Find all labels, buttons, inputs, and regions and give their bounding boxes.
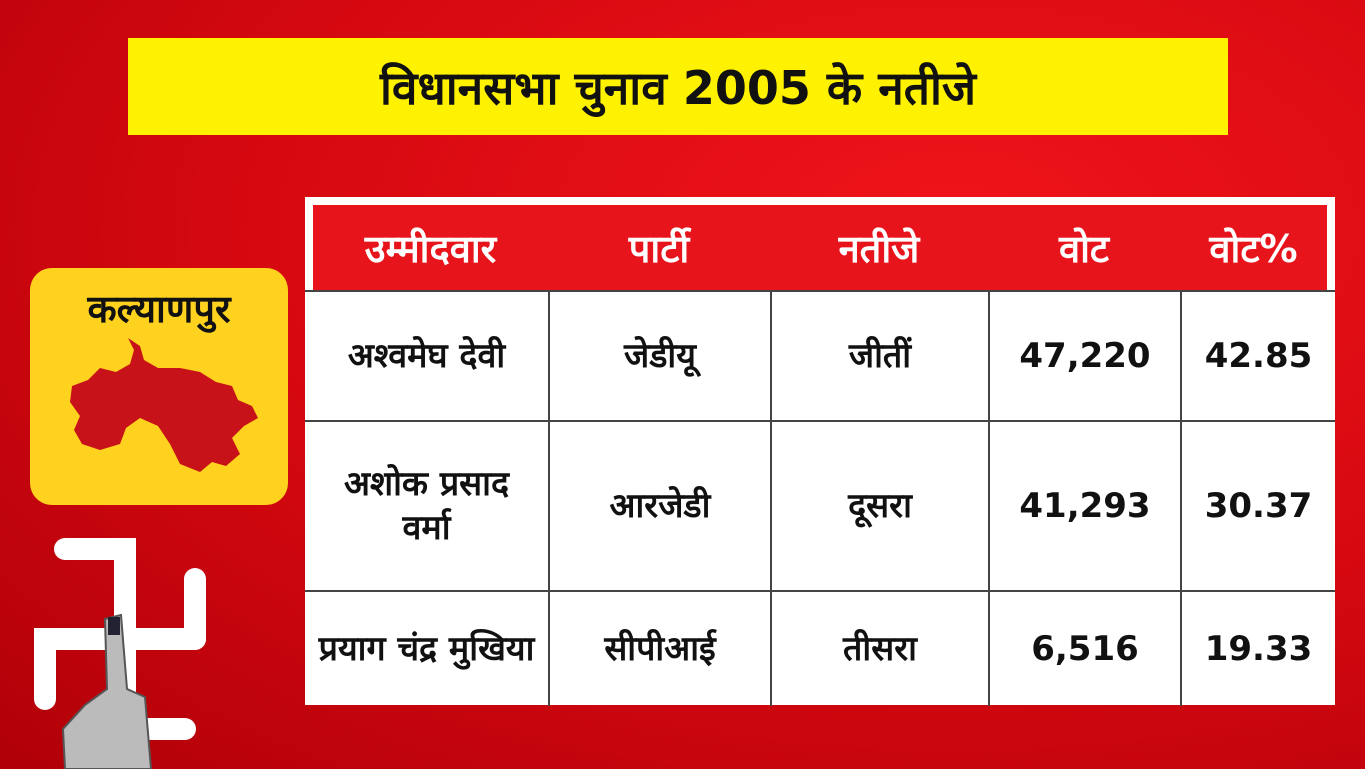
table-cell: प्रयाग चंद्र मुखिया: [318, 628, 535, 669]
table-cell: 30.37: [1180, 422, 1335, 590]
map-icon: [70, 338, 258, 472]
results-table: उम्मीदवार पार्टी नतीजे वोट वोट% अश्वमेघ देवी…: [305, 197, 1335, 706]
table-cell: जेडीयू: [548, 292, 770, 420]
table-body: अश्वमेघ देवी जेडीयू जीतीं 47,220 42.85 अशोक प…: [305, 290, 1335, 706]
table-cell: तीसरा: [770, 592, 988, 706]
table-cell: 6,516: [988, 592, 1180, 706]
table-header: उम्मीदवार पार्टी नतीजे वोट वोट%: [313, 205, 1327, 290]
constituency-badge: कल्याणपुर: [30, 268, 288, 505]
finger: [61, 613, 153, 769]
table-cell: अश्वमेघ देवी: [347, 335, 506, 376]
column-header: पार्टी: [628, 226, 690, 271]
table-row: अशोक प्रसाद वर्मा आरजेडी दूसरा 41,293 30.37: [305, 420, 1335, 590]
column-header: वोट: [1058, 226, 1110, 271]
table-row: प्रयाग चंद्र मुखिया सीपीआई तीसरा 6,516 19.33: [305, 590, 1335, 706]
table-row: अश्वमेघ देवी जेडीयू जीतीं 47,220 42.85: [305, 290, 1335, 420]
title: विधानसभा चुनाव 2005 के नतीजे: [379, 60, 976, 115]
table-cell: 42.85: [1180, 292, 1335, 420]
table-cell: 47,220: [988, 292, 1180, 420]
table-cell: सीपीआई: [548, 592, 770, 706]
table-cell: दूसरा: [770, 422, 988, 590]
map-shape: [70, 338, 258, 472]
election-symbol: [34, 538, 206, 769]
table-cell: 41,293: [988, 422, 1180, 590]
table-cell: जीतीं: [770, 292, 988, 420]
constituency-name: कल्याणपुर: [87, 287, 231, 331]
table-cell: अशोक प्रसाद वर्मा: [343, 463, 510, 548]
ink-mark: [108, 617, 120, 635]
column-header: उम्मीदवार: [364, 226, 497, 271]
title-bar: विधानसभा चुनाव 2005 के नतीजे: [128, 38, 1228, 135]
column-header: वोट%: [1209, 226, 1298, 271]
column-header: नतीजे: [838, 226, 920, 271]
table-cell: 19.33: [1180, 592, 1335, 706]
table-cell: आरजेडी: [548, 422, 770, 590]
